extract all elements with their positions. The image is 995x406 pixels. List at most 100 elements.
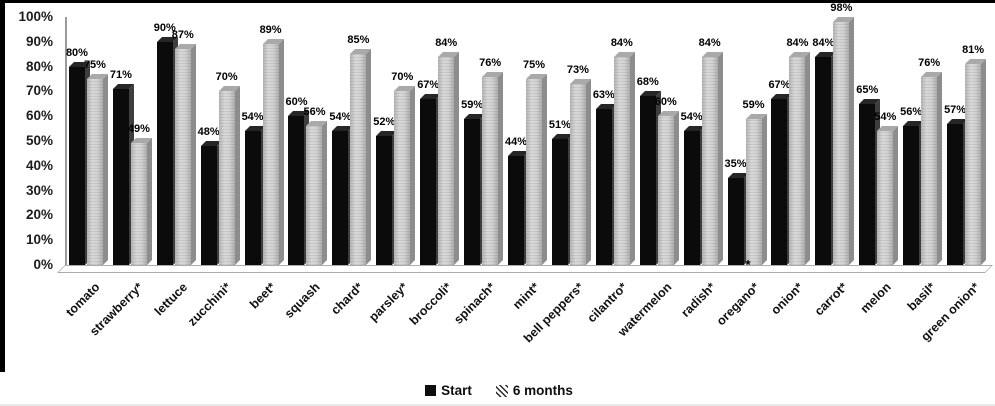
bar-group-chard: 54% 85% xyxy=(329,17,374,265)
bar-group-cilantro: 63% 84% xyxy=(593,17,638,265)
bar-6-months-tomato: 75% xyxy=(84,59,108,265)
bar-group-zucchini: 48% 70% xyxy=(198,17,243,265)
x-label-text: lettuce xyxy=(151,280,191,319)
data-label: 71% xyxy=(109,68,132,81)
bar-side-face xyxy=(146,138,152,265)
bar-groups: 80% 75% 71% 49% 90% 87% 48% 70% 54% 89% 60% 56% 54% 8… xyxy=(66,2,989,265)
x-label-text: basil* xyxy=(904,280,939,314)
legend: Start 6 months xyxy=(5,383,993,398)
data-label: 54% xyxy=(874,111,897,124)
bar-side-face xyxy=(542,74,548,265)
bar-side-face xyxy=(410,86,416,265)
data-label: 56% xyxy=(900,106,923,119)
plot-area: 80% 75% 71% 49% 90% 87% 48% 70% 54% 89% 60% 56% 54% 8… xyxy=(57,2,993,273)
bar-group-spinach: 59% 76% xyxy=(461,17,506,265)
bar-group-tomato: 80% 75% xyxy=(66,17,111,265)
x-label-text: mint* xyxy=(510,280,543,312)
legend-item-6-months: 6 months xyxy=(495,383,573,398)
bar-6-months-melon: 54% xyxy=(874,111,899,265)
y-tick-label: 80% xyxy=(25,58,53,74)
data-label: 54% xyxy=(241,111,264,124)
legend-label: 6 months xyxy=(512,383,573,398)
bar-group-bell-peppers: 51% 73% xyxy=(549,17,594,265)
bar-group-green-onion: 57% 81% xyxy=(944,17,989,265)
bar-6-months-bell-peppers: 73% xyxy=(567,64,591,265)
bar-start-oregano: 35% xyxy=(725,158,749,265)
data-label: 54% xyxy=(329,111,352,124)
bar-6-months-green-onion: 81% xyxy=(962,44,987,265)
data-label: 63% xyxy=(592,88,615,101)
bar-start-watermelon: 68% xyxy=(637,76,661,265)
bar-side-face xyxy=(498,71,504,265)
legend-hatch-swatch-icon xyxy=(495,384,508,397)
data-label: 48% xyxy=(197,125,220,138)
y-tick-label: 30% xyxy=(25,182,53,198)
bar-6-months-mint: 75% xyxy=(523,59,548,265)
bar-start-squash: 60% xyxy=(285,96,310,265)
bar-group-basil: 56% 76% xyxy=(900,17,945,265)
y-tick-label: 70% xyxy=(25,83,53,99)
bar-start-strawberry: 71% xyxy=(110,69,134,265)
data-label: 60% xyxy=(654,96,677,109)
x-label-text: cilantro* xyxy=(584,280,631,326)
x-label-text: zucchini* xyxy=(185,280,235,329)
bar-side-face xyxy=(454,51,460,265)
x-label-text: onion* xyxy=(768,280,807,318)
bar-6-months-chard: 85% xyxy=(347,34,372,265)
x-label-text: broccoli* xyxy=(406,280,455,328)
data-label: 65% xyxy=(856,83,879,96)
frame-edge-right xyxy=(993,0,995,3)
frame-edge-left xyxy=(0,0,5,372)
bar-group-onion: 67% 84% xyxy=(768,17,814,265)
x-label-text: tomato xyxy=(62,280,103,320)
bar-side-face xyxy=(981,59,987,265)
bar-start-onion: 67% xyxy=(768,79,793,265)
data-label: 85% xyxy=(347,34,370,47)
bar-start-green-onion: 57% xyxy=(944,104,969,265)
data-label: 54% xyxy=(680,111,703,124)
bar-start-basil: 56% xyxy=(900,106,925,265)
bar-6-months-onion: 84% xyxy=(786,37,811,265)
data-label: 70% xyxy=(391,71,414,84)
bar-group-watermelon: 68% 60% xyxy=(637,17,682,265)
bar-start-zucchini: 48% xyxy=(198,126,222,265)
data-label: 52% xyxy=(373,116,396,129)
bar-start-bell-peppers: 51% xyxy=(549,119,573,265)
bar-6-months-zucchini: 70% xyxy=(216,71,240,265)
x-label-text: spinach* xyxy=(451,280,499,327)
plot-floor-3d xyxy=(57,265,993,273)
data-label: 68% xyxy=(636,76,659,89)
data-label: 44% xyxy=(505,135,528,148)
bar-start-cilantro: 63% xyxy=(593,89,617,265)
bar-start-spinach: 59% xyxy=(461,99,486,265)
x-label-text: oregano* xyxy=(713,280,763,329)
bar-6-months-watermelon: 60% xyxy=(655,96,679,265)
bar-side-face xyxy=(805,51,811,265)
y-tick-label: 0% xyxy=(33,257,53,272)
bar-start-beet: 54% xyxy=(242,111,266,265)
data-label: 57% xyxy=(944,103,967,116)
data-label: 56% xyxy=(303,106,326,119)
y-tick-label: 50% xyxy=(25,133,53,148)
x-label-text: chard* xyxy=(328,280,367,318)
x-label-text: melon xyxy=(858,280,895,316)
data-label: 49% xyxy=(127,123,150,136)
bar-start-parsley: 52% xyxy=(373,116,398,265)
data-label: 84% xyxy=(786,36,809,49)
bar-side-face xyxy=(673,111,679,265)
y-tick-label: 40% xyxy=(25,157,53,173)
bar-start-radish: 54% xyxy=(681,111,705,265)
data-label: 84% xyxy=(812,36,835,49)
data-label: 84% xyxy=(435,36,458,49)
bar-side-face xyxy=(849,16,855,265)
bar-6-months-parsley: 70% xyxy=(391,71,416,265)
bar-6-months-beet: 89% xyxy=(260,24,284,265)
bar-group-squash: 60% 56% xyxy=(285,17,331,265)
bar-side-face xyxy=(629,51,635,265)
x-label-text: parsley* xyxy=(365,280,411,325)
data-label: 90% xyxy=(153,21,176,34)
bar-6-months-carrot: 98% xyxy=(830,2,855,265)
bar-group-oregano: 35% 59% xyxy=(725,17,770,265)
data-label: 81% xyxy=(962,44,985,57)
bar-side-face xyxy=(585,78,591,265)
